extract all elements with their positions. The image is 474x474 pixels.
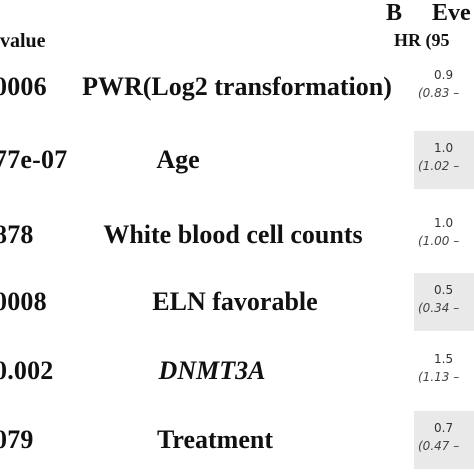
row-hr-value: 1.0	[434, 216, 454, 230]
row-hr-ci: (0.47 –	[418, 439, 460, 453]
row-hr-cell: 1.5 (1.13 –	[414, 342, 474, 400]
row-pvalue: 77e-07	[0, 145, 68, 174]
row-hr-value: 1.0	[434, 141, 454, 155]
pvalue-header: value	[0, 30, 46, 52]
row-variable: Treatment	[157, 425, 273, 454]
row-pvalue: 079	[0, 425, 34, 454]
row-pvalue: 0006	[0, 72, 47, 101]
row-hr-ci: (1.02 –	[418, 159, 460, 173]
row-hr-value: 1.5	[434, 352, 454, 366]
row-hr-cell: 0.5 (0.34 –	[414, 273, 474, 331]
row-hr-value: 0.7	[434, 421, 454, 435]
hr-header: HR (95	[394, 30, 450, 50]
row-variable: Age	[156, 145, 200, 174]
row-pvalue: 0.002	[0, 356, 54, 385]
row-variable: PWR(Log2 transformation)	[82, 72, 392, 101]
panel-label: B	[386, 0, 403, 26]
row-hr-cell: 0.9 (0.83 –	[414, 58, 474, 116]
row-hr-value: 0.9	[434, 68, 454, 82]
panel-title: Eve	[432, 0, 471, 26]
row-hr-cell: 1.0 (1.00 –	[414, 206, 474, 264]
row-pvalue: 878	[0, 220, 34, 249]
row-variable: ELN favorable	[152, 287, 318, 316]
row-hr-ci: (1.13 –	[418, 370, 460, 384]
row-hr-ci: (0.83 –	[418, 86, 460, 100]
row-hr-value: 0.5	[434, 283, 454, 297]
row-pvalue: 0008	[0, 287, 47, 316]
row-variable: DNMT3A	[158, 356, 266, 385]
row-hr-ci: (0.34 –	[418, 301, 460, 315]
row-variable: White blood cell counts	[103, 220, 363, 249]
row-hr-cell: 1.0 (1.02 –	[414, 131, 474, 189]
row-hr-cell: 0.7 (0.47 –	[414, 411, 474, 469]
row-hr-ci: (1.00 –	[418, 234, 460, 248]
